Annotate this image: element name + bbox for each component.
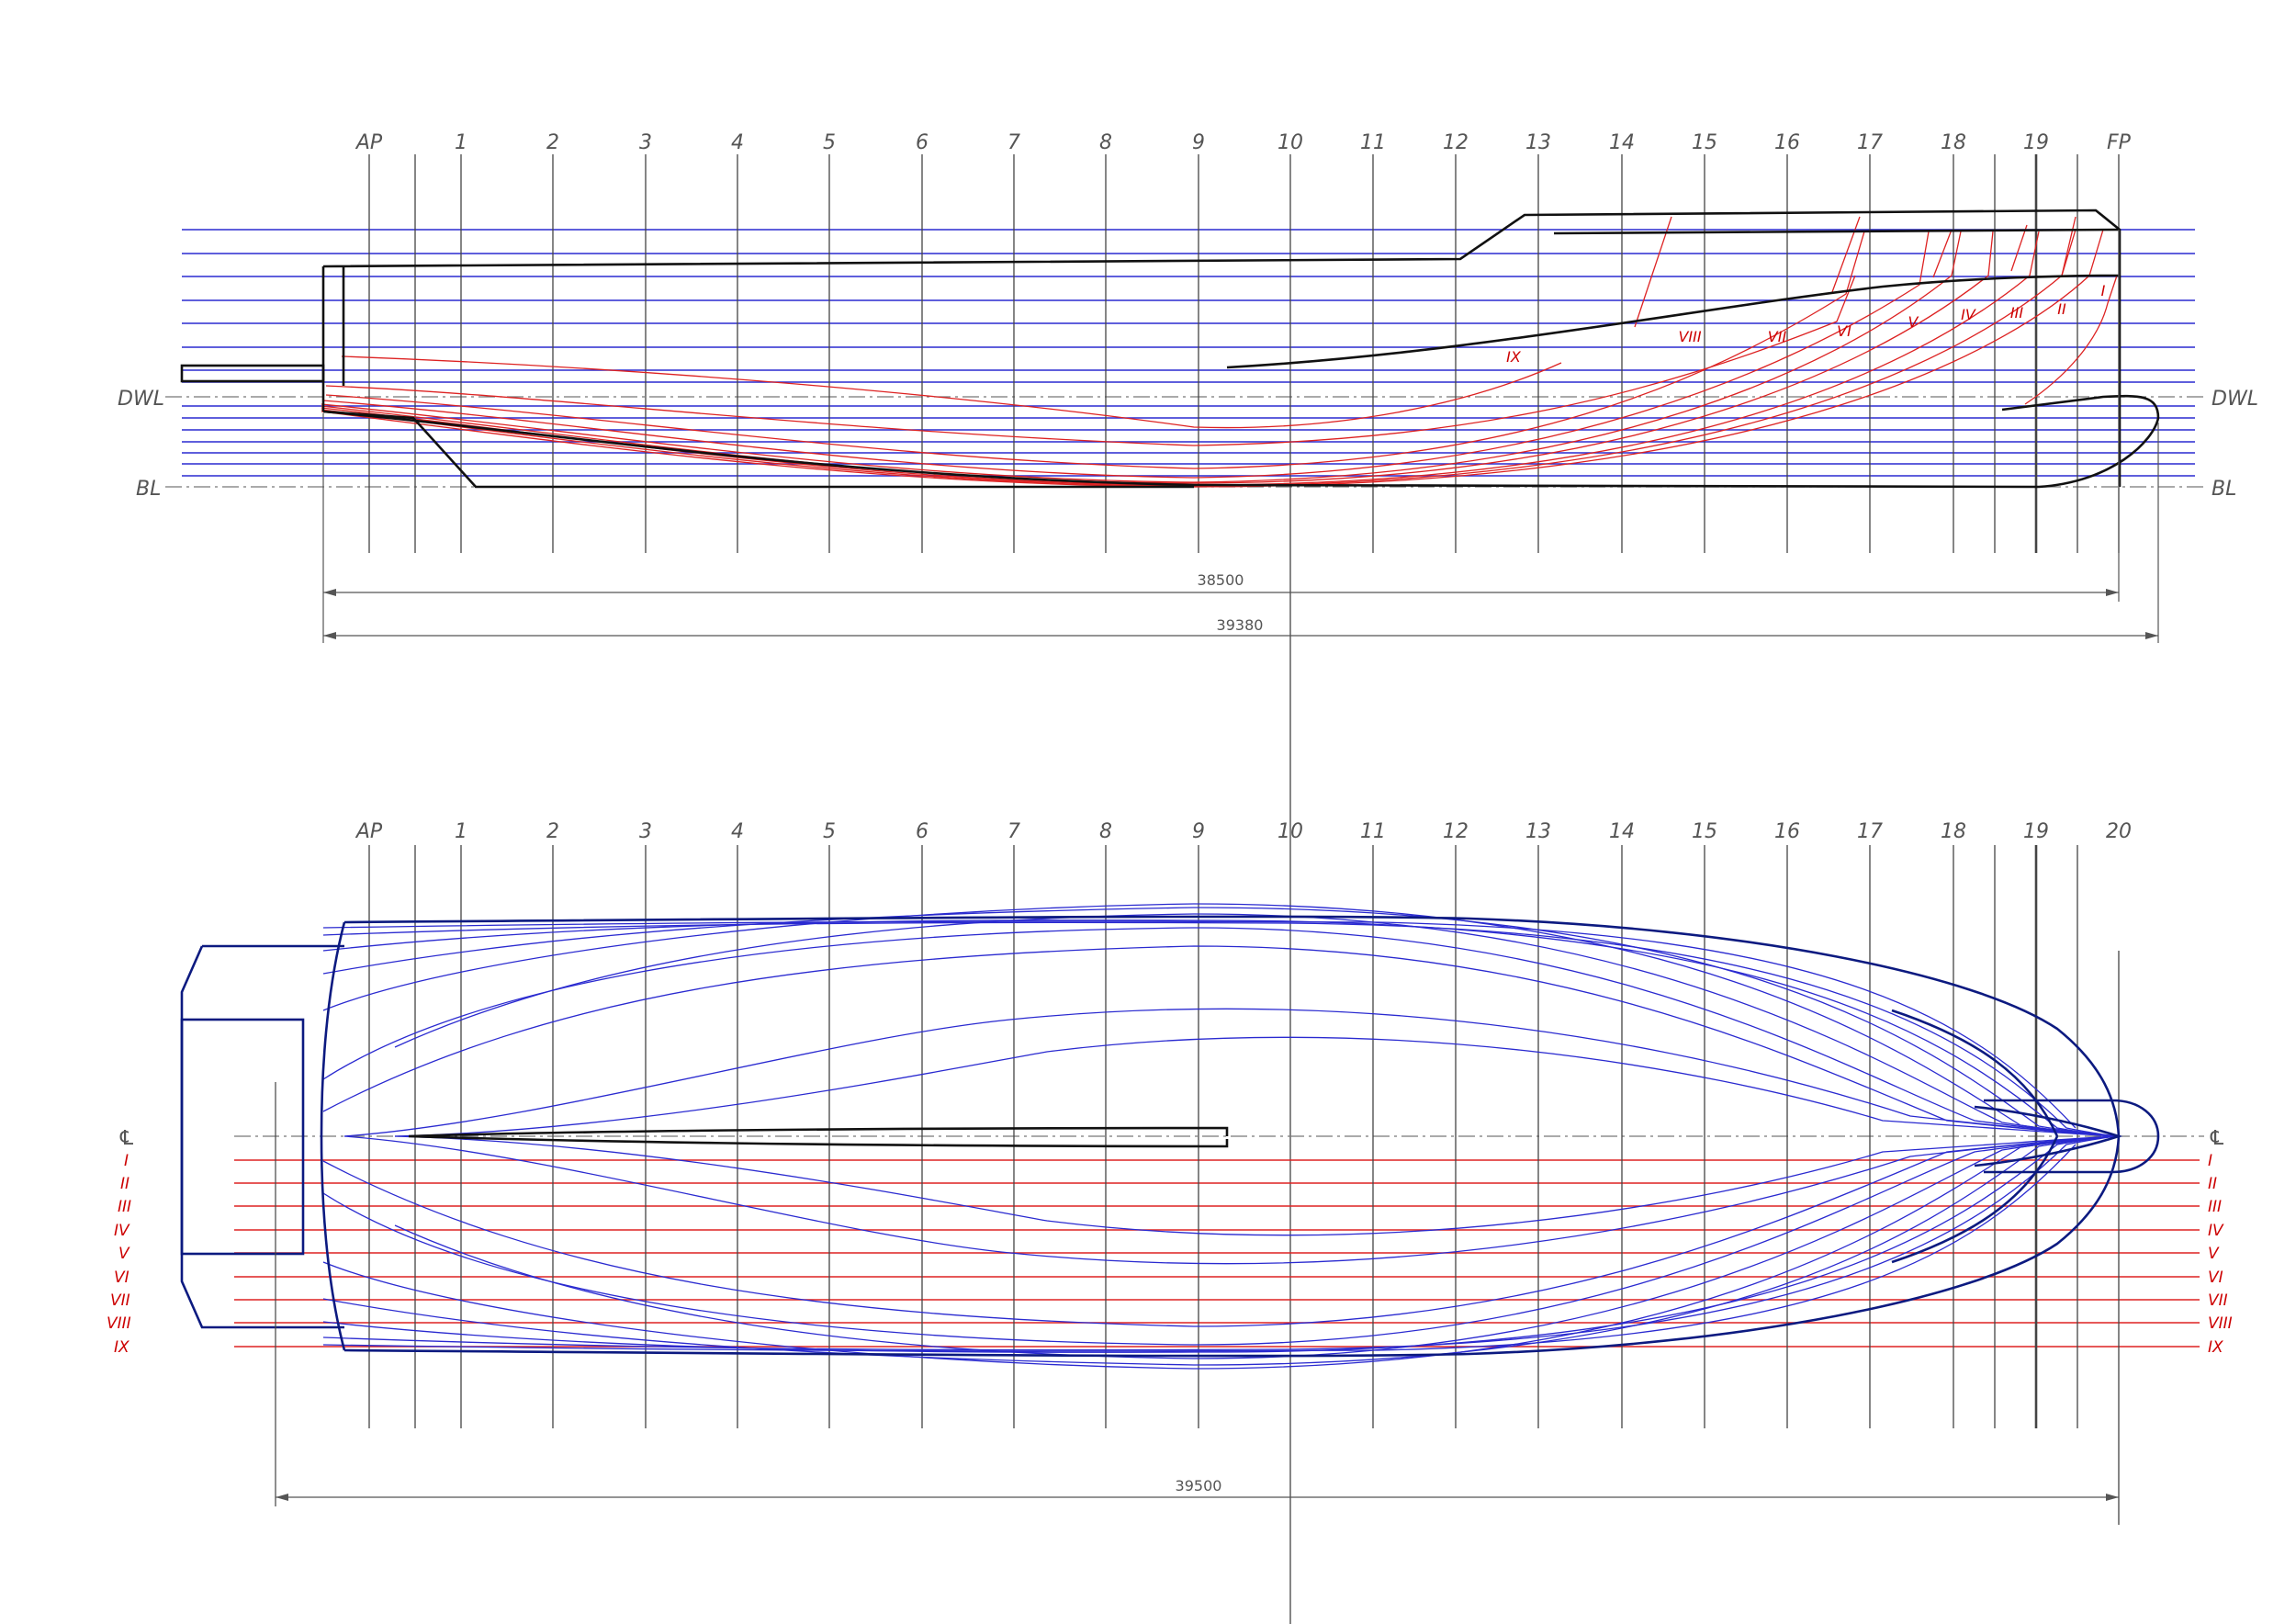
station-label: 18 xyxy=(1941,820,1966,843)
plan-station-labels: AP 1 2 3 4 5 6 7 8 9 10 11 12 13 14 15 1… xyxy=(355,820,2132,843)
station-label: 14 xyxy=(1609,131,1635,154)
buttock-label: III xyxy=(118,1198,131,1216)
station-label: 9 xyxy=(1192,131,1205,154)
station-label: 16 xyxy=(1774,820,1800,843)
profile-dimensions xyxy=(322,230,2159,643)
dwl-label-right: DWL xyxy=(2212,388,2258,411)
buttock-label: VI xyxy=(2208,1269,2223,1287)
station-label: 4 xyxy=(731,131,744,154)
station-label: 13 xyxy=(1525,131,1551,154)
buttock-label: VI xyxy=(1837,322,1851,340)
station-label: 14 xyxy=(1609,820,1635,843)
station-label: 18 xyxy=(1941,131,1966,154)
profile-hull-outline xyxy=(180,209,2160,489)
profile-buttock-labels: I II III IV V VI VII VIII IX xyxy=(1506,282,2105,366)
profile-view: AP 1 2 3 4 5 6 7 8 9 10 11 12 13 14 15 1… xyxy=(118,131,2258,1624)
station-label: 20 xyxy=(2106,820,2132,843)
buttock-label: VII xyxy=(1768,328,1787,345)
station-label: 17 xyxy=(1857,820,1883,843)
station-label: 1 xyxy=(455,131,467,154)
buttock-label: IV xyxy=(1961,306,1976,323)
station-label: 11 xyxy=(1360,131,1386,154)
station-label: AP xyxy=(355,820,383,843)
station-label: 11 xyxy=(1360,820,1386,843)
buttock-label: II xyxy=(2208,1175,2217,1193)
station-label: 8 xyxy=(1099,131,1112,154)
buttock-label: V xyxy=(118,1245,130,1263)
station-label: 19 xyxy=(2023,131,2049,154)
buttock-label: V xyxy=(2208,1245,2220,1263)
station-label: FP xyxy=(2107,131,2132,154)
station-label: 6 xyxy=(916,131,929,154)
plan-buttock-lines xyxy=(234,1159,2200,1348)
profile-buttock-lines xyxy=(321,216,2118,488)
station-label: 6 xyxy=(916,820,929,843)
station-label: 19 xyxy=(2023,820,2049,843)
plan-waterlines-starboard xyxy=(322,1135,2120,1370)
buttock-label: II xyxy=(120,1175,129,1193)
bl-label-left: BL xyxy=(136,478,161,501)
station-label: 10 xyxy=(1277,820,1303,843)
station-label: 12 xyxy=(1443,131,1469,154)
buttock-label: II xyxy=(2057,300,2066,318)
buttock-label: I xyxy=(2208,1152,2212,1170)
buttock-label: III xyxy=(2208,1198,2222,1216)
station-label: AP xyxy=(355,131,383,154)
buttock-label: VIII xyxy=(2208,1314,2233,1333)
station-label: 13 xyxy=(1525,820,1551,843)
station-label: 9 xyxy=(1192,820,1205,843)
buttock-label: VI xyxy=(114,1269,129,1287)
bl-label-right: BL xyxy=(2212,478,2236,501)
centerline-label-right: ℄ xyxy=(2208,1127,2226,1150)
buttock-label: VII xyxy=(110,1291,130,1310)
buttock-label: IV xyxy=(2208,1222,2224,1240)
plan-waterlines-port xyxy=(322,903,2120,1137)
plan-dimensions xyxy=(276,1494,2119,1501)
buttock-label: VIII xyxy=(107,1314,131,1333)
profile-waterlines xyxy=(182,229,2195,477)
plan-buttock-labels-left: I II III IV V VI VII VIII IX xyxy=(107,1152,131,1357)
station-label: 3 xyxy=(639,131,652,154)
profile-station-labels: AP 1 2 3 4 5 6 7 8 9 10 11 12 13 14 15 1… xyxy=(355,131,2132,154)
dimension-lwl: 38500 xyxy=(1198,571,1244,589)
plan-hull-outline xyxy=(180,915,2160,1358)
dwl-label-left: DWL xyxy=(118,388,164,411)
station-label: 8 xyxy=(1099,820,1112,843)
buttock-label: I xyxy=(2101,282,2106,299)
station-label: 1 xyxy=(455,820,467,843)
profile-station-lines xyxy=(368,154,2120,1624)
buttock-label: IX xyxy=(114,1338,129,1357)
plan-skeg xyxy=(408,1126,1229,1148)
dimension-plan-length: 39500 xyxy=(1176,1477,1222,1494)
station-label: 7 xyxy=(1007,131,1020,154)
buttock-label: IX xyxy=(2208,1338,2223,1357)
station-label: 10 xyxy=(1277,131,1303,154)
station-label: 4 xyxy=(731,820,744,843)
station-label: 2 xyxy=(546,820,559,843)
station-label: 12 xyxy=(1443,820,1469,843)
station-label: 3 xyxy=(639,820,652,843)
station-label: 5 xyxy=(823,820,836,843)
plan-view: AP 1 2 3 4 5 6 7 8 9 10 11 12 13 14 15 1… xyxy=(107,820,2233,1525)
buttock-label: VII xyxy=(2208,1291,2228,1310)
dimension-loa: 39380 xyxy=(1217,616,1264,634)
station-label: 16 xyxy=(1774,131,1800,154)
buttock-label: V xyxy=(1908,313,1919,331)
station-label: 17 xyxy=(1857,131,1883,154)
station-label: 15 xyxy=(1692,131,1717,154)
centerline-label-left: ℄ xyxy=(118,1127,136,1150)
buttock-label: IV xyxy=(114,1222,130,1240)
station-label: 2 xyxy=(546,131,559,154)
plan-buttock-labels-right: I II III IV V VI VII VIII IX xyxy=(2208,1152,2233,1357)
buttock-label: IX xyxy=(1506,348,1522,366)
buttock-label: I xyxy=(124,1152,129,1170)
station-label: 5 xyxy=(823,131,836,154)
station-label: 7 xyxy=(1007,820,1020,843)
buttock-label: VIII xyxy=(1678,328,1701,345)
station-label: 15 xyxy=(1692,820,1717,843)
buttock-label: III xyxy=(2010,304,2023,321)
